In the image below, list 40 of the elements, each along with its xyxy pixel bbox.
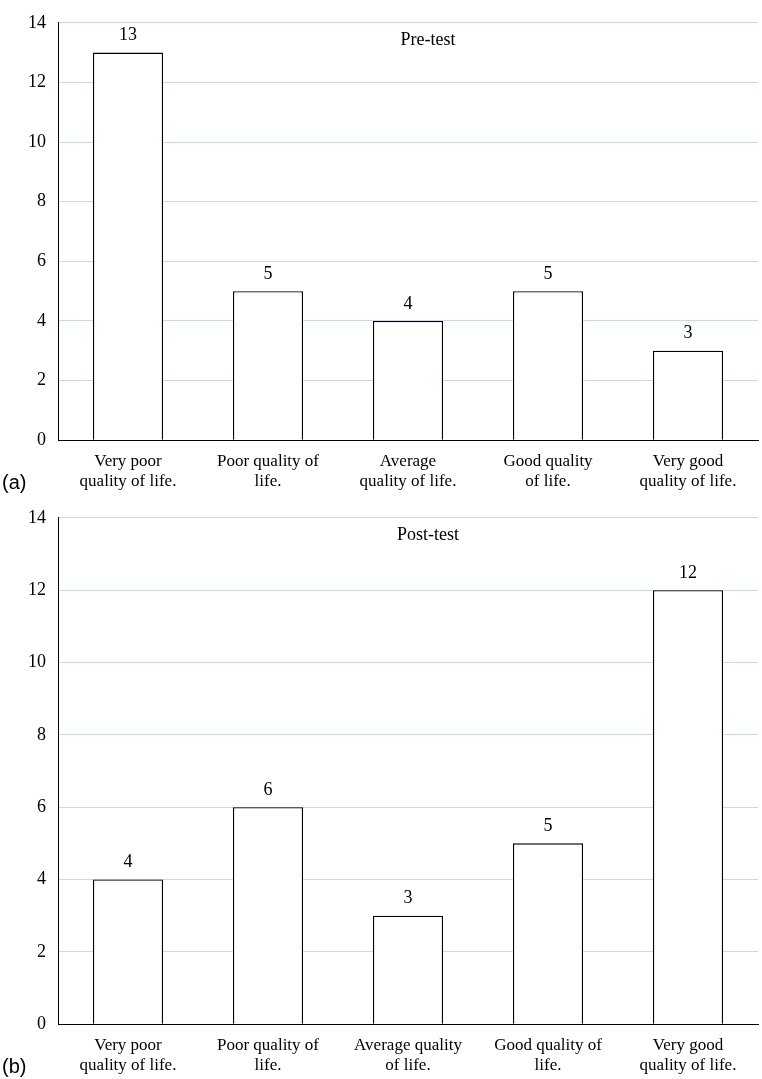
y-tick-label: 6 [37, 795, 46, 816]
y-tick-label: 6 [37, 250, 46, 271]
x-tick-label: Very good quality of life. [639, 1034, 737, 1075]
y-tick-label: 4 [37, 309, 46, 330]
y-tick-label: 0 [37, 1012, 46, 1033]
data-label: 12 [679, 561, 697, 582]
y-tick-label: 10 [28, 130, 46, 151]
y-tick-label: 14 [28, 11, 46, 32]
y-tick-label: 14 [28, 506, 46, 527]
y-tick-label: 2 [37, 369, 46, 390]
y-tick-label: 12 [28, 578, 46, 599]
y-tick-label: 0 [37, 428, 46, 449]
chart-title: Post-test [396, 523, 460, 544]
y-tick-label: 4 [37, 868, 46, 889]
data-label: 5 [543, 262, 553, 283]
data-label: 13 [119, 24, 137, 45]
data-label: 3 [683, 322, 693, 343]
x-tick-label: Very poor quality of life. [79, 450, 177, 491]
x-tick-label: Average quality of life. [359, 450, 457, 491]
x-tick-label: Good quality of life. [494, 1034, 603, 1075]
y-tick-label: 2 [37, 940, 46, 961]
data-label: 4 [123, 851, 133, 872]
x-tick-label: Average quality of life. [354, 1034, 463, 1075]
data-label: 3 [403, 887, 413, 908]
text: (b) [2, 1054, 27, 1077]
data-label: 5 [263, 262, 273, 283]
x-tick-label: Very good quality of life. [639, 450, 737, 491]
data-label: 4 [403, 292, 413, 313]
data-label: 5 [543, 815, 553, 836]
chart-title: Pre-test [400, 28, 456, 49]
y-tick-label: 12 [28, 71, 46, 92]
y-tick-label: 10 [28, 651, 46, 672]
data-label: 6 [263, 778, 273, 799]
x-tick-label: Good quality of life. [503, 450, 594, 491]
text: (a) [2, 470, 27, 493]
x-tick-label: Poor quality of life. [217, 1034, 320, 1075]
x-tick-label: Very poor quality of life. [79, 1034, 177, 1075]
y-tick-label: 8 [37, 190, 46, 211]
y-tick-label: 8 [37, 723, 46, 744]
x-tick-label: Poor quality of life. [217, 450, 320, 491]
